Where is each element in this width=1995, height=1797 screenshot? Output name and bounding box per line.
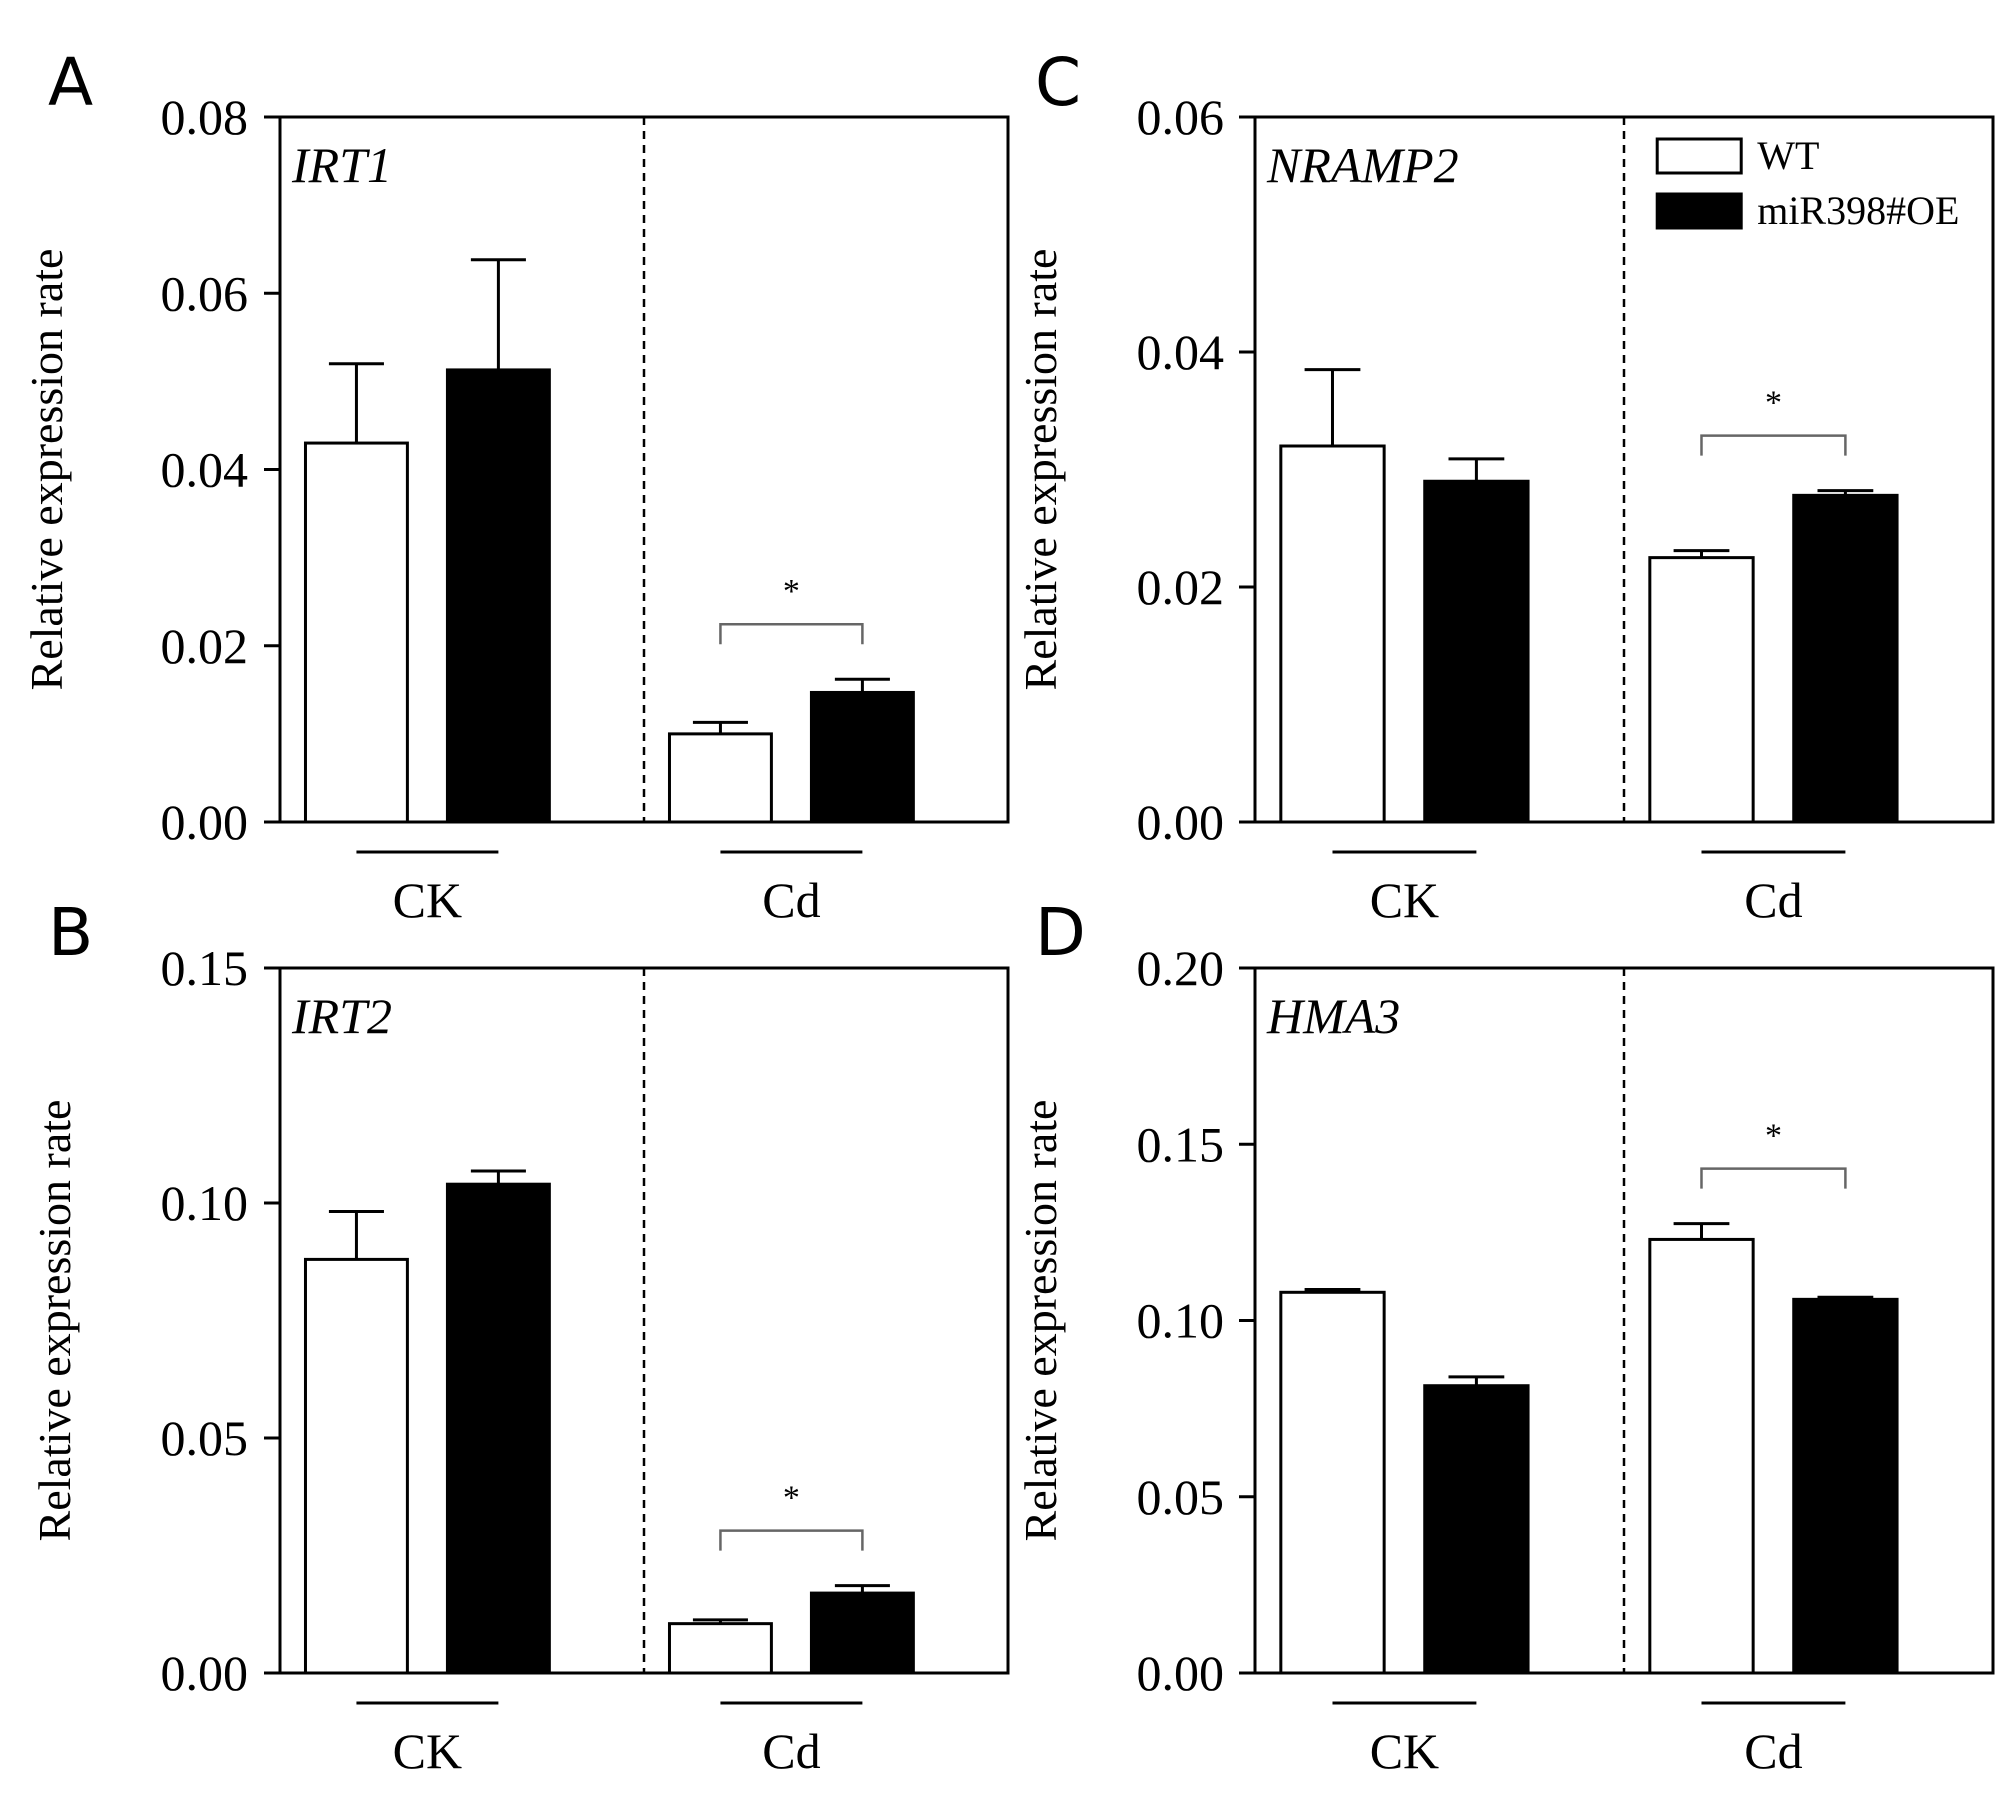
y-tick-label: 0.10 (161, 1175, 249, 1231)
y-tick-label: 0.04 (161, 442, 249, 498)
y-tick-label: 0.06 (1137, 89, 1225, 145)
panel-D: 0.00 0.05 0.10 0.15 0.20 Relative expression … (1015, 894, 1995, 1779)
y-tick-label: 0.06 (161, 265, 249, 321)
y-axis-label: Relative expression rate (21, 249, 72, 691)
bar-oe-ck (1423, 1384, 1530, 1675)
category-label: CK (1370, 1723, 1439, 1779)
panel-label: B (48, 894, 93, 971)
bar-wt-ck (303, 1257, 409, 1675)
bar-oe-cd (809, 690, 915, 824)
significance-star: * (783, 1480, 800, 1517)
panel-label: C (1035, 44, 1081, 121)
error-bar (1673, 549, 1730, 558)
error-bar (1448, 1375, 1505, 1386)
y-axis-label: Relative expression rate (1015, 249, 1066, 691)
panel-label: D (1035, 894, 1086, 971)
significance-star: * (1765, 1118, 1782, 1155)
error-bar (834, 1584, 890, 1594)
y-tick-label: 0.08 (161, 89, 249, 145)
category-label: CK (1370, 872, 1439, 928)
category-label: Cd (762, 872, 820, 928)
y-axis-label: Relative expression rate (1015, 1100, 1066, 1542)
bar-wt-cd (1648, 1237, 1755, 1675)
bar-wt-cd (667, 732, 773, 824)
y-tick-label: 0.15 (1137, 1116, 1225, 1172)
error-bar (328, 362, 384, 444)
significance-bracket: * (719, 1480, 864, 1551)
legend: WT miR398#OE (1655, 133, 1959, 233)
category-label: Cd (1744, 1723, 1802, 1779)
gene-name: IRT1 (291, 137, 392, 193)
error-bar (1304, 1287, 1361, 1293)
bar-wt-ck (303, 441, 409, 824)
error-bar (692, 1618, 748, 1624)
error-bar (1673, 1222, 1730, 1240)
bracket-line (1700, 1167, 1847, 1189)
legend-label: miR398#OE (1757, 188, 1959, 233)
y-axis-label: Relative expression rate (29, 1100, 80, 1542)
bar-oe-cd (1792, 493, 1899, 824)
legend-label: WT (1757, 133, 1819, 178)
y-tick-label: 0.05 (161, 1410, 249, 1466)
y-tick-label: 0.00 (161, 794, 249, 850)
error-bar (1817, 1295, 1874, 1300)
category-label: Cd (762, 1723, 820, 1779)
bar-oe-ck (445, 368, 551, 824)
error-bar (1817, 489, 1874, 496)
bar-oe-cd (1792, 1297, 1899, 1675)
category-label: Cd (1744, 872, 1802, 928)
error-bar (470, 258, 526, 370)
significance-star: * (783, 573, 800, 610)
bracket-line (1700, 434, 1847, 456)
bar-wt-cd (667, 1622, 773, 1675)
gene-name: NRAMP2 (1266, 137, 1459, 193)
bar-wt-ck (1279, 444, 1386, 824)
panel-B: 0.00 0.05 0.10 0.15 Relative expression rate… (29, 894, 1010, 1779)
y-tick-label: 0.00 (161, 1645, 249, 1701)
gene-name: IRT2 (291, 988, 392, 1044)
bar-wt-ck (1279, 1290, 1386, 1675)
bar-oe-ck (1423, 479, 1530, 824)
error-bar (470, 1169, 526, 1185)
significance-bracket: * (1700, 1118, 1847, 1189)
panel-C: 0.00 0.02 0.04 0.06 Relative expression rate… (1015, 44, 1995, 928)
category-label: CK (393, 872, 462, 928)
significance-star: * (1765, 385, 1782, 422)
y-tick-label: 0.15 (161, 940, 249, 996)
legend-swatch-wt (1655, 137, 1743, 175)
panel-label: A (48, 44, 93, 121)
y-tick-label: 0.00 (1137, 1645, 1225, 1701)
error-bar (1304, 368, 1361, 446)
bracket-line (719, 1529, 864, 1551)
error-bar (692, 720, 748, 734)
bracket-line (719, 622, 864, 645)
bar-wt-cd (1648, 556, 1755, 824)
error-bar (834, 677, 890, 693)
panel-A: 0.00 0.02 0.04 0.06 0.08 Relative expression … (21, 44, 1010, 928)
significance-bracket: * (719, 573, 864, 645)
y-tick-label: 0.04 (1137, 324, 1225, 380)
gene-name: HMA3 (1266, 988, 1400, 1044)
y-tick-label: 0.10 (1137, 1293, 1225, 1349)
y-tick-label: 0.05 (1137, 1469, 1225, 1525)
y-tick-label: 0.00 (1137, 794, 1225, 850)
significance-bracket: * (1700, 385, 1847, 456)
bar-oe-ck (445, 1182, 551, 1675)
y-tick-label: 0.02 (1137, 559, 1225, 615)
bar-oe-cd (809, 1591, 915, 1675)
error-bar (328, 1209, 384, 1260)
y-tick-label: 0.02 (161, 618, 249, 674)
error-bar (1448, 457, 1505, 482)
legend-swatch-oe (1655, 192, 1743, 230)
category-label: CK (393, 1723, 462, 1779)
y-tick-label: 0.20 (1137, 940, 1225, 996)
